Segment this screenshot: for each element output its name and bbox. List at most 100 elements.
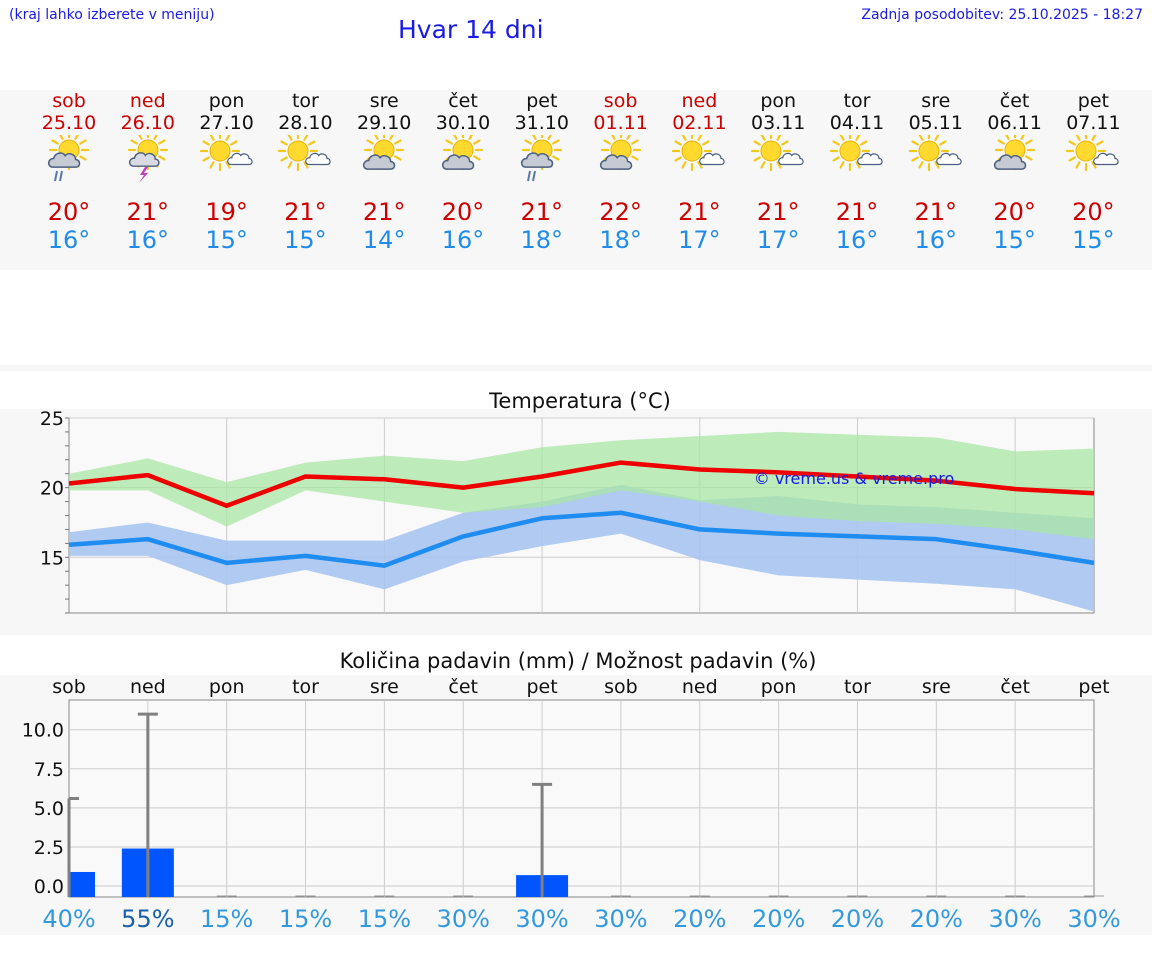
daily-forecast-strip: sob 25.10 20° 16° ned 26.10 21° 16° pon 27.10 19° 1… bbox=[0, 90, 1152, 270]
sun-cloud-thunder-icon bbox=[103, 129, 193, 185]
precipitation-chance-label: 55% bbox=[121, 905, 174, 933]
precipitation-bar bbox=[69, 871, 95, 897]
max-temperature: 21° bbox=[756, 198, 800, 226]
max-temperature: 22° bbox=[599, 198, 642, 226]
precipitation-chance-label: 30% bbox=[1067, 905, 1120, 933]
day-name: sre bbox=[921, 90, 951, 112]
precipitation-day-label: čet bbox=[1000, 676, 1030, 698]
min-temperature: 18° bbox=[599, 226, 642, 254]
sun-cloud-icon bbox=[418, 129, 508, 185]
max-temperature: 21° bbox=[835, 198, 879, 226]
sun-small-cloud-icon bbox=[891, 130, 981, 185]
precipitation-day-label: pon bbox=[761, 676, 797, 698]
sun-cloud-icon bbox=[576, 129, 666, 185]
day-name: čet bbox=[999, 90, 1030, 112]
precipitation-y-tick-label: 2.5 bbox=[34, 837, 64, 859]
sun-cloud-icon bbox=[970, 129, 1060, 185]
precipitation-day-label: sob bbox=[52, 676, 86, 698]
day-name: tor bbox=[291, 90, 319, 112]
sun-small-cloud-icon bbox=[812, 130, 902, 185]
min-temperature: 14° bbox=[362, 226, 406, 254]
min-temperature: 15° bbox=[284, 226, 327, 254]
day-date: 27.10 bbox=[199, 112, 254, 134]
precipitation-day-label: sre bbox=[922, 676, 951, 698]
day-date: 01.11 bbox=[593, 112, 648, 134]
min-temperature: 17° bbox=[678, 226, 721, 254]
page-title: Hvar 14 dni bbox=[398, 15, 544, 44]
min-temperature: 15° bbox=[1072, 226, 1115, 254]
precipitation-day-label: tor bbox=[844, 676, 871, 698]
precipitation-chance-label: 20% bbox=[673, 905, 726, 933]
last-updated: Zadnja posodobitev: 25.10.2025 - 18:27 bbox=[861, 7, 1143, 23]
precipitation-chart-title: Količina padavin (mm) / Možnost padavin … bbox=[340, 649, 817, 673]
day-date: 31.10 bbox=[514, 112, 569, 134]
section-divider bbox=[0, 365, 1152, 371]
precipitation-day-label: tor bbox=[292, 676, 319, 698]
precipitation-day-label: čet bbox=[448, 676, 478, 698]
day-date: 07.11 bbox=[1066, 112, 1121, 134]
day-date: 05.11 bbox=[908, 112, 963, 134]
temperature-y-tick-label: 15 bbox=[40, 547, 64, 569]
precipitation-y-tick-label: 10.0 bbox=[22, 720, 64, 742]
sun-cloud-rain-icon bbox=[24, 129, 114, 185]
max-temperature: 21° bbox=[284, 198, 327, 226]
day-name: pet bbox=[526, 90, 558, 112]
precipitation-day-label: sob bbox=[604, 676, 638, 698]
max-temperature: 21° bbox=[914, 198, 958, 226]
day-name: čet bbox=[448, 90, 478, 112]
precipitation-y-tick-label: 5.0 bbox=[34, 798, 64, 820]
max-temperature: 20° bbox=[1072, 198, 1115, 226]
precipitation-day-label: ned bbox=[682, 676, 718, 698]
precipitation-chance-label: 15% bbox=[358, 905, 411, 933]
day-name: tor bbox=[843, 90, 871, 112]
precipitation-chance-label: 20% bbox=[910, 905, 963, 933]
precipitation-chance-label: 20% bbox=[752, 905, 805, 933]
day-date: 29.10 bbox=[356, 112, 412, 134]
day-name: pon bbox=[208, 90, 245, 112]
min-temperature-line bbox=[68, 510, 1095, 568]
min-temperature: 18° bbox=[520, 226, 564, 254]
max-temperature: 21° bbox=[126, 198, 170, 226]
sun-small-cloud-icon bbox=[654, 130, 744, 185]
precipitation-y-tick-label: 0.0 bbox=[34, 876, 64, 898]
sun-small-cloud-icon bbox=[1048, 130, 1138, 185]
day-date: 26.10 bbox=[120, 112, 175, 134]
day-date: 28.10 bbox=[278, 112, 333, 134]
precipitation-day-label: pon bbox=[209, 676, 245, 698]
min-temperature: 17° bbox=[756, 226, 800, 254]
precipitation-chance-label: 15% bbox=[200, 905, 253, 933]
temperature-chart-title: Temperatura (°C) bbox=[488, 389, 671, 413]
min-temperature: 16° bbox=[914, 226, 958, 254]
location-menu-hint: (kraj lahko izberete v meniju) bbox=[9, 7, 215, 23]
day-date: 06.11 bbox=[987, 112, 1042, 134]
max-temperature: 21° bbox=[678, 198, 721, 226]
precipitation-chance-label: 30% bbox=[437, 905, 490, 933]
temperature-y-tick-label: 25 bbox=[40, 408, 64, 430]
day-name: pon bbox=[760, 90, 797, 112]
max-temperature-range-band bbox=[69, 431, 1094, 540]
day-date: 02.11 bbox=[672, 112, 727, 134]
sun-small-cloud-icon bbox=[182, 130, 272, 185]
min-temperature: 15° bbox=[993, 226, 1036, 254]
min-temperature: 16° bbox=[126, 226, 170, 254]
day-name: sob bbox=[603, 90, 638, 112]
precipitation-day-label: pet bbox=[526, 676, 557, 698]
max-temperature: 19° bbox=[205, 198, 248, 226]
day-name: pet bbox=[1077, 90, 1109, 112]
min-temperature: 16° bbox=[47, 226, 91, 254]
precipitation-chance-label: 30% bbox=[515, 905, 568, 933]
watermark-copyright: © vreme.us & vreme.pro bbox=[754, 469, 955, 488]
max-temperature: 20° bbox=[441, 198, 485, 226]
precipitation-chance-label: 40% bbox=[42, 905, 95, 933]
day-date: 04.11 bbox=[829, 112, 885, 134]
max-temperature: 21° bbox=[520, 198, 564, 226]
max-temperature: 20° bbox=[993, 198, 1036, 226]
day-date: 25.10 bbox=[41, 112, 97, 134]
day-name: ned bbox=[681, 90, 718, 112]
precipitation-y-tick-label: 7.5 bbox=[34, 759, 64, 781]
min-temperature: 15° bbox=[205, 226, 248, 254]
temperature-y-tick-label: 20 bbox=[40, 478, 64, 500]
sun-cloud-rain-icon bbox=[497, 129, 587, 185]
precipitation-chance-label: 15% bbox=[279, 905, 332, 933]
